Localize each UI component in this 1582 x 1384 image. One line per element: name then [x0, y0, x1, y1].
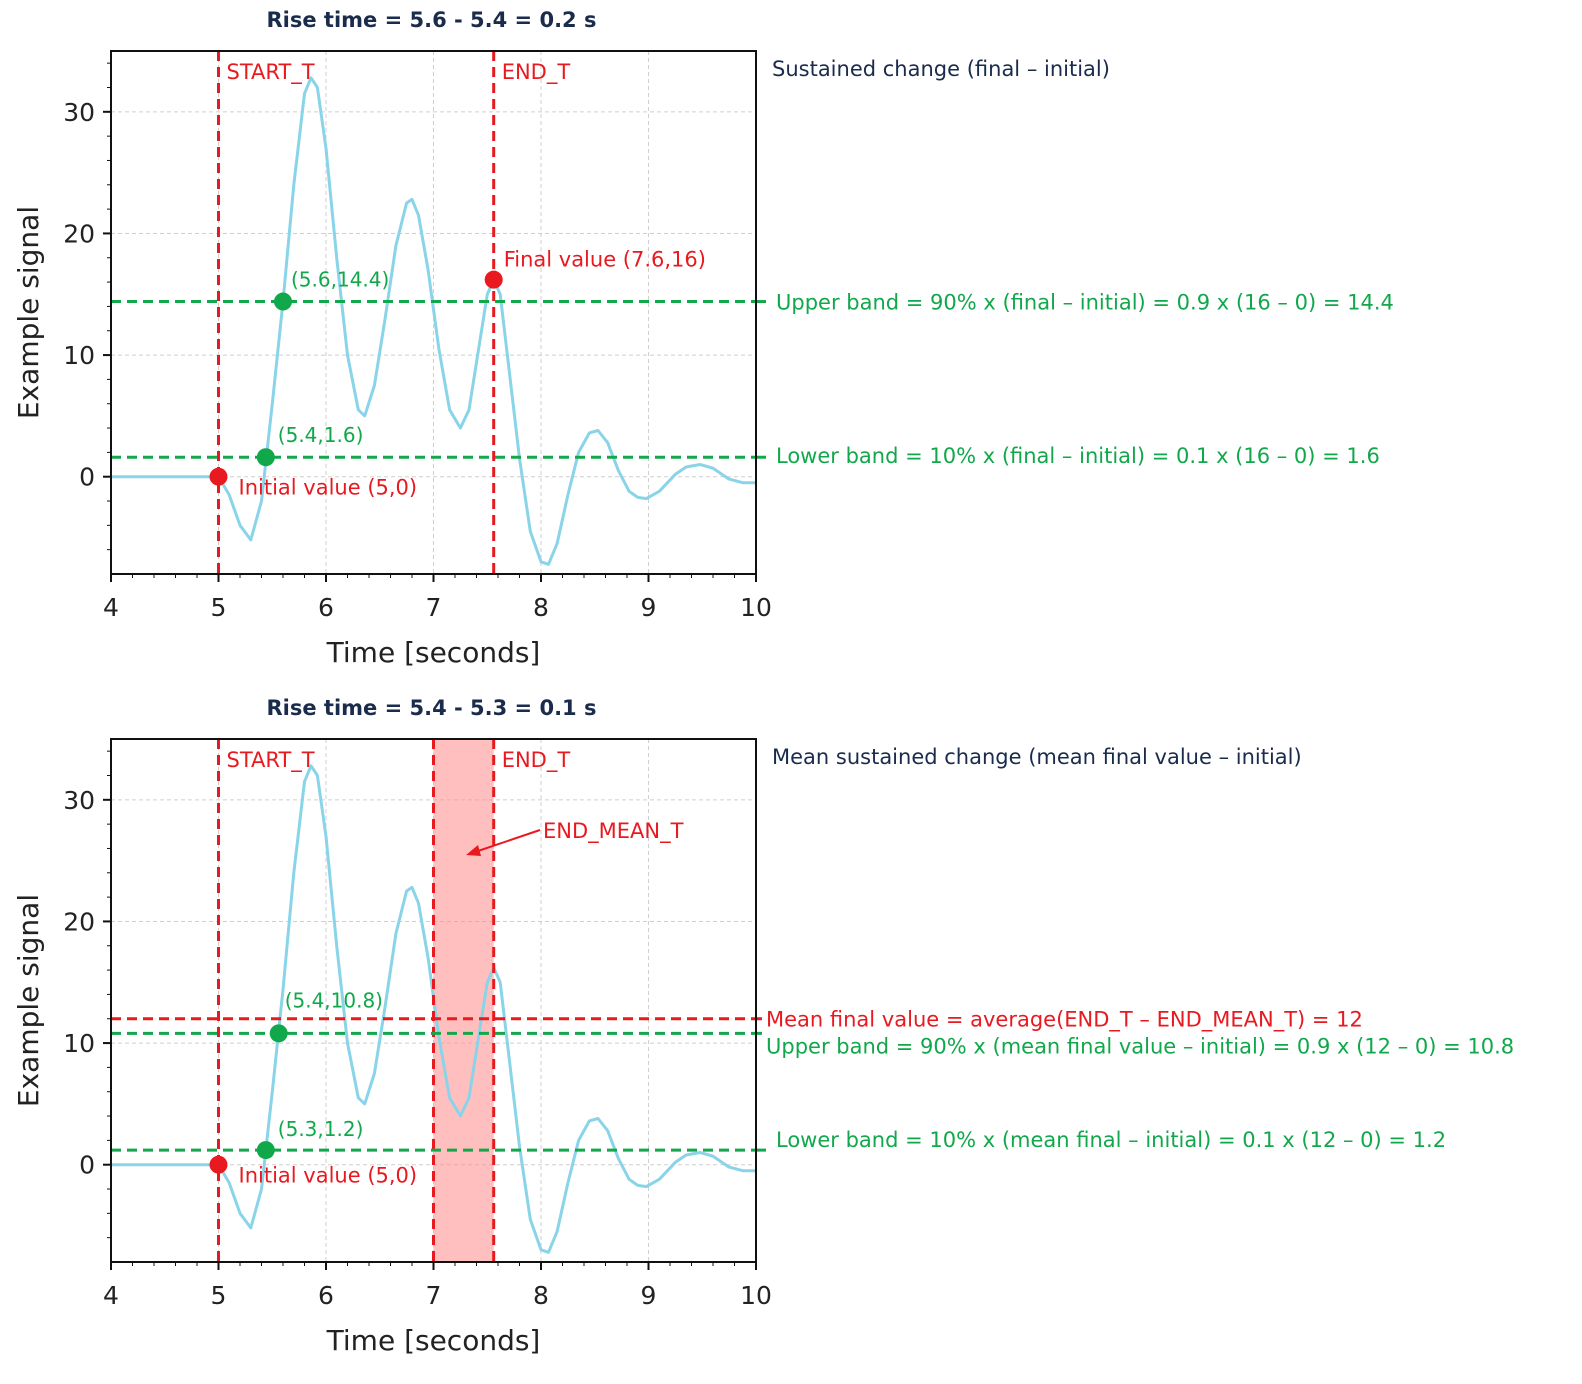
- signal-line: [111, 764, 756, 1254]
- point-label-upper: (5.4,10.8): [285, 988, 383, 1012]
- signal-line: [111, 76, 756, 566]
- hline-note-lower: Lower band = 10% x (final – initial) = 0…: [776, 444, 1380, 468]
- point-1: [269, 1024, 288, 1043]
- ytick-label-3: 30: [63, 786, 95, 815]
- vline-label-2: END_T: [502, 748, 571, 773]
- ytick-label-1: 10: [63, 1029, 95, 1058]
- span-label: END_MEAN_T: [543, 819, 684, 844]
- xtick-label-4: 8: [533, 593, 549, 622]
- chart-panel-2: START_T END_T 4 5 6 7 8 9 10 0 10 20 30 Time [seconds…: [12, 696, 1514, 1357]
- hline-note-upper: Upper band = 90% x (mean final value – i…: [766, 1034, 1514, 1058]
- xtick-label-2: 6: [318, 593, 334, 622]
- xtick-label-6: 10: [740, 593, 772, 622]
- vline-label-1: END_T: [502, 60, 571, 85]
- xtick-label-5: 9: [641, 1281, 657, 1310]
- point-label-initial: Initial value (5,0): [239, 1164, 418, 1188]
- ytick-label-0: 0: [79, 463, 95, 492]
- point-1: [484, 270, 503, 289]
- point-2: [274, 292, 292, 311]
- xtick-label-6: 10: [740, 1281, 772, 1310]
- span-arrow-head: [466, 845, 481, 856]
- hline-note-lower: Lower band = 10% x (mean final – initial…: [776, 1128, 1446, 1152]
- vline-label-0: START_T: [227, 748, 315, 773]
- ytick-label-2: 20: [63, 219, 95, 248]
- point-0: [209, 1155, 228, 1174]
- ytick-label-1: 10: [63, 341, 95, 370]
- y-axis-label: Example signal: [12, 206, 45, 419]
- point-label-upper: (5.6,14.4): [291, 268, 389, 292]
- x-axis-label: Time [seconds]: [326, 1324, 541, 1357]
- xtick-label-3: 7: [426, 1281, 442, 1310]
- chart-title: Rise time = 5.4 - 5.3 = 0.1 s: [267, 696, 597, 720]
- xtick-label-0: 4: [103, 593, 119, 622]
- xtick-label-2: 6: [318, 1281, 334, 1310]
- span-arrow-line: [477, 829, 541, 852]
- xtick-label-1: 5: [211, 1281, 227, 1310]
- ytick-label-2: 20: [63, 907, 95, 936]
- hline-note-upper: Upper band = 90% x (final – initial) = 0…: [776, 291, 1394, 315]
- xtick-label-4: 8: [533, 1281, 549, 1310]
- ytick-label-0: 0: [79, 1151, 95, 1180]
- point-label-initial: Initial value (5,0): [239, 476, 418, 500]
- ytick-label-3: 30: [63, 98, 95, 127]
- side-note: Mean sustained change (mean final value …: [772, 745, 1302, 769]
- point-label-final: Final value (7.6,16): [504, 248, 706, 272]
- x-axis-label: Time [seconds]: [326, 636, 541, 669]
- point-label-lower: (5.4,1.6): [278, 423, 364, 447]
- point-label-lower: (5.3,1.2): [278, 1117, 364, 1141]
- chart-panel-1: START_T END_T 4 5 6 7 8 9 10 0 10 20 30 Time [seconds…: [12, 8, 1394, 669]
- xtick-label-3: 7: [426, 593, 442, 622]
- vline-label-0: START_T: [227, 60, 315, 85]
- xtick-label-5: 9: [641, 593, 657, 622]
- chart-title: Rise time = 5.6 - 5.4 = 0.2 s: [267, 8, 597, 32]
- y-axis-label: Example signal: [12, 894, 45, 1107]
- point-3: [256, 448, 275, 467]
- point-0: [209, 467, 228, 486]
- xtick-label-0: 4: [103, 1281, 119, 1310]
- xtick-label-1: 5: [211, 593, 227, 622]
- point-2: [256, 1141, 275, 1160]
- hline-note-mean: Mean final value = average(END_T – END_M…: [766, 1008, 1363, 1033]
- side-note: Sustained change (final – initial): [772, 57, 1110, 81]
